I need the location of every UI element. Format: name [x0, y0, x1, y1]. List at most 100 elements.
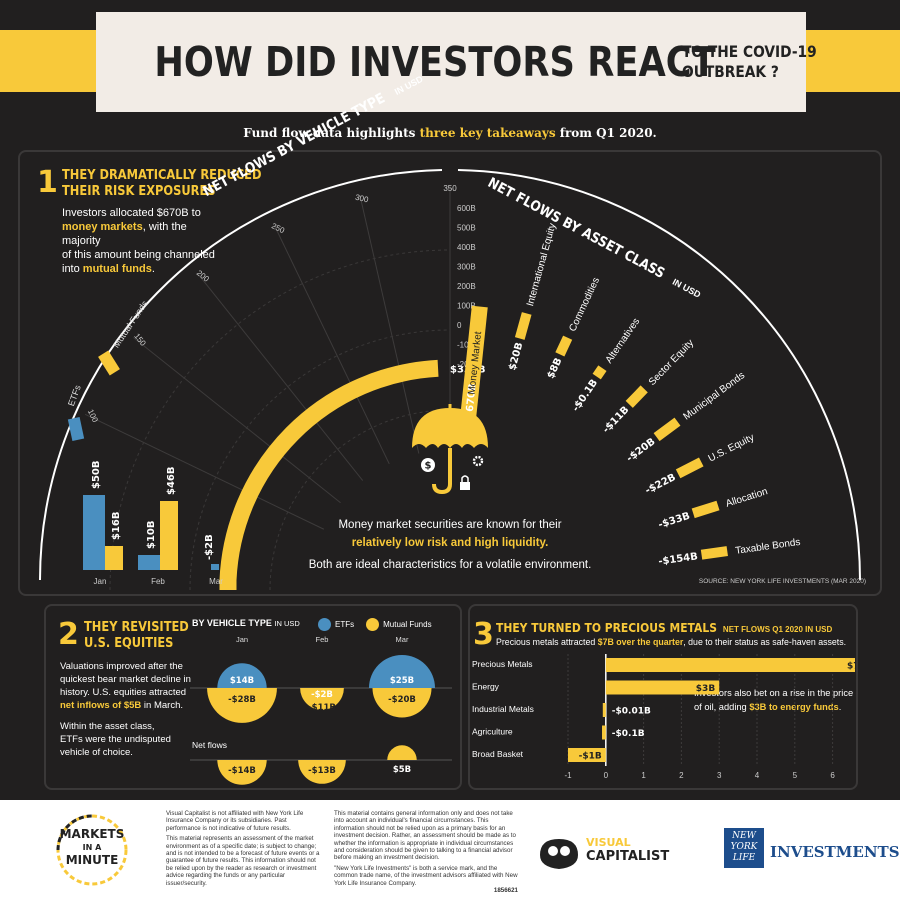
subtitle-pre: Fund flow data highlights — [243, 126, 420, 140]
bar-mar-etfs — [211, 564, 219, 570]
eq-mf-jan — [207, 688, 277, 723]
svg-text:$: $ — [425, 461, 432, 472]
eq-net-label-mar: $5B — [393, 765, 411, 775]
category-label-taxable-bonds: Taxable Bonds — [735, 537, 802, 557]
bar-sector-equity — [625, 385, 648, 408]
section-2-text-line-4: in March. — [141, 700, 184, 711]
vehicle-grid-line — [133, 337, 341, 504]
visual-capitalist-logo-text: VISUAL CAPITALIST — [586, 836, 669, 864]
eq-etf-label-jan: $14B — [230, 676, 254, 686]
metals-category-agriculture: Agriculture — [472, 727, 513, 737]
bar-feb-mutual-funds — [160, 501, 178, 570]
bar-label-mar-etfs: -$2B — [204, 534, 215, 560]
metals-tick-label: 6 — [830, 771, 835, 780]
section-1-panel — [18, 150, 882, 596]
section-3-number: 3 — [473, 617, 494, 652]
mim-line-3: MINUTE — [65, 853, 119, 867]
bar-taxable-bonds — [700, 546, 728, 560]
asset-tick-label: 100B — [457, 302, 476, 311]
new-york-life-logo-box: NEW YORK LIFE — [724, 828, 764, 868]
eq-mf-mar — [372, 688, 432, 718]
metals-label-precious-metals: $7B — [847, 662, 855, 672]
center-note-line-2: Both are ideal characteristics for a vol… — [308, 559, 592, 571]
center-note-highlight: relatively low risk and high liquidity. — [351, 537, 549, 549]
eq-category-label: Jan — [236, 635, 248, 644]
us-equity-chart: Jan Feb Mar $14B -$28B -$14B -$2B -$11B -$13B $25… — [190, 635, 452, 785]
asset-tick-label: 0 — [457, 321, 462, 330]
metals-label-agriculture: -$0.1B — [612, 729, 645, 739]
nyl-line-3: LIFE — [732, 853, 756, 863]
us-equity-circles: Jan Feb Mar $14B -$28B -$14B -$2B -$11B -$13B $25… — [190, 635, 452, 785]
section-1-text-line-2: , with the majority — [62, 221, 187, 247]
bar-alternatives — [592, 365, 607, 380]
source-note: SOURCE: NEW YORK LIFE INVESTMENTS (MAR 2… — [698, 578, 866, 585]
asset-tick-label: 400B — [457, 243, 476, 252]
section-2-number: 2 — [58, 617, 79, 652]
section-2-panel — [44, 604, 462, 790]
metals-label-industrial-metals: -$0.01B — [612, 707, 651, 717]
eq-net-feb — [298, 760, 346, 784]
bar-label-feb-etfs: $10B — [146, 521, 157, 550]
legend-etfs-dot — [318, 618, 331, 631]
vehicle-guide-arc — [269, 409, 451, 591]
metals-category-industrial-metals: Industrial Metals — [472, 704, 534, 714]
vehicle-tick-label: 150 — [132, 332, 148, 348]
asset-tick-label: 500B — [457, 224, 476, 233]
disclaimer-col-2: This material contains general informati… — [334, 810, 518, 894]
legend-etfs-text: ETFs — [335, 620, 355, 629]
bar-label-feb-mutual-funds: $46B — [166, 467, 177, 496]
metals-category-energy: Energy — [472, 682, 500, 692]
metals-bar-energy — [605, 680, 720, 695]
section-1-highlight-mutual-funds: mutual funds — [82, 263, 152, 275]
visual-capitalist-logo-icon — [540, 839, 578, 869]
bar-allocation — [691, 500, 720, 519]
section-1-text: Investors allocated $670B to money marke… — [62, 206, 222, 276]
section-2-text-line-3: history. U.S. equities attracted — [60, 687, 187, 698]
bar-label-u-s-equity: -$22B — [644, 472, 678, 497]
metals-label-broad-basket: -$1B — [579, 752, 602, 762]
asset-tick-label: -100B — [457, 341, 478, 350]
vehicle-outer-arc — [39, 169, 443, 581]
category-label-commodities: Commodities — [567, 276, 602, 334]
nyl-line-2: YORK — [730, 842, 758, 852]
disclaimer-col-1: Visual Capitalist is not affiliated with… — [166, 810, 322, 887]
legend-mutual-funds-text: Mutual Funds — [383, 620, 432, 629]
subtitle-post: from Q1 2020. — [555, 126, 657, 140]
section-2-highlight: net inflows of $5B — [60, 700, 142, 711]
bar-international-equity — [514, 312, 532, 340]
metals-category-broad-basket: Broad Basket — [472, 749, 524, 759]
metals-chart: -101234567Precious Metals$7BEnergy$3BInd… — [472, 654, 855, 780]
us-equity-legend: ETFs Mutual Funds — [318, 618, 432, 631]
bar-jan-etfs — [83, 495, 105, 570]
section-1-heading: THEY DRAMATICALLY REDUCED THEIR RISK EXP… — [62, 168, 261, 200]
vehicle-category-label: Jan — [94, 577, 107, 586]
vehicle-tick-label: 200 — [195, 268, 211, 284]
metals-bar-agriculture — [602, 725, 606, 740]
section-1-text-line-4: into — [62, 263, 83, 275]
asset-outer-arc — [457, 169, 861, 581]
disclaimer-code: 1856621 — [493, 887, 518, 895]
metals-bar-broad-basket — [568, 748, 606, 762]
bar-mar-mutual-funds — [219, 359, 439, 590]
asset-tick-label: 200B — [457, 282, 476, 291]
new-york-life-logo-text: INVESTMENTS — [770, 843, 900, 861]
vehicle-grid-line — [84, 413, 325, 530]
page-title-side: TO THE COVID-19 OUTBREAK ? — [682, 42, 817, 82]
metals-bar-precious-metals — [605, 658, 855, 672]
section-3-text-part-2: , due to their status as safe-haven asse… — [683, 637, 847, 647]
bar-u-s-equity — [675, 457, 704, 479]
vehicle-tick-label: 300 — [354, 193, 370, 205]
section-2-text: Valuations improved after the quickest b… — [60, 660, 210, 759]
vehicle-tick-label: 250 — [270, 221, 286, 235]
vehicle-type-chart: 100150200250300350$338B-$2B$50B$16B$10B$… — [39, 169, 486, 591]
metals-tick-label: -1 — [564, 771, 572, 780]
mim-line-2: IN A — [82, 843, 102, 852]
umbrella-icon: $ — [412, 404, 488, 495]
metals-tick-label: 1 — [641, 771, 646, 780]
eq-etf-label-feb: -$2B — [311, 690, 333, 700]
eq-net-mar — [387, 745, 417, 760]
bar-label-alternatives: -$0.1B — [570, 378, 600, 414]
net-flows-label: Net flows — [192, 740, 227, 750]
section-2-text-line-7: vehicle of choice. — [60, 747, 133, 758]
eq-mf-label-jan: -$28B — [228, 695, 256, 705]
